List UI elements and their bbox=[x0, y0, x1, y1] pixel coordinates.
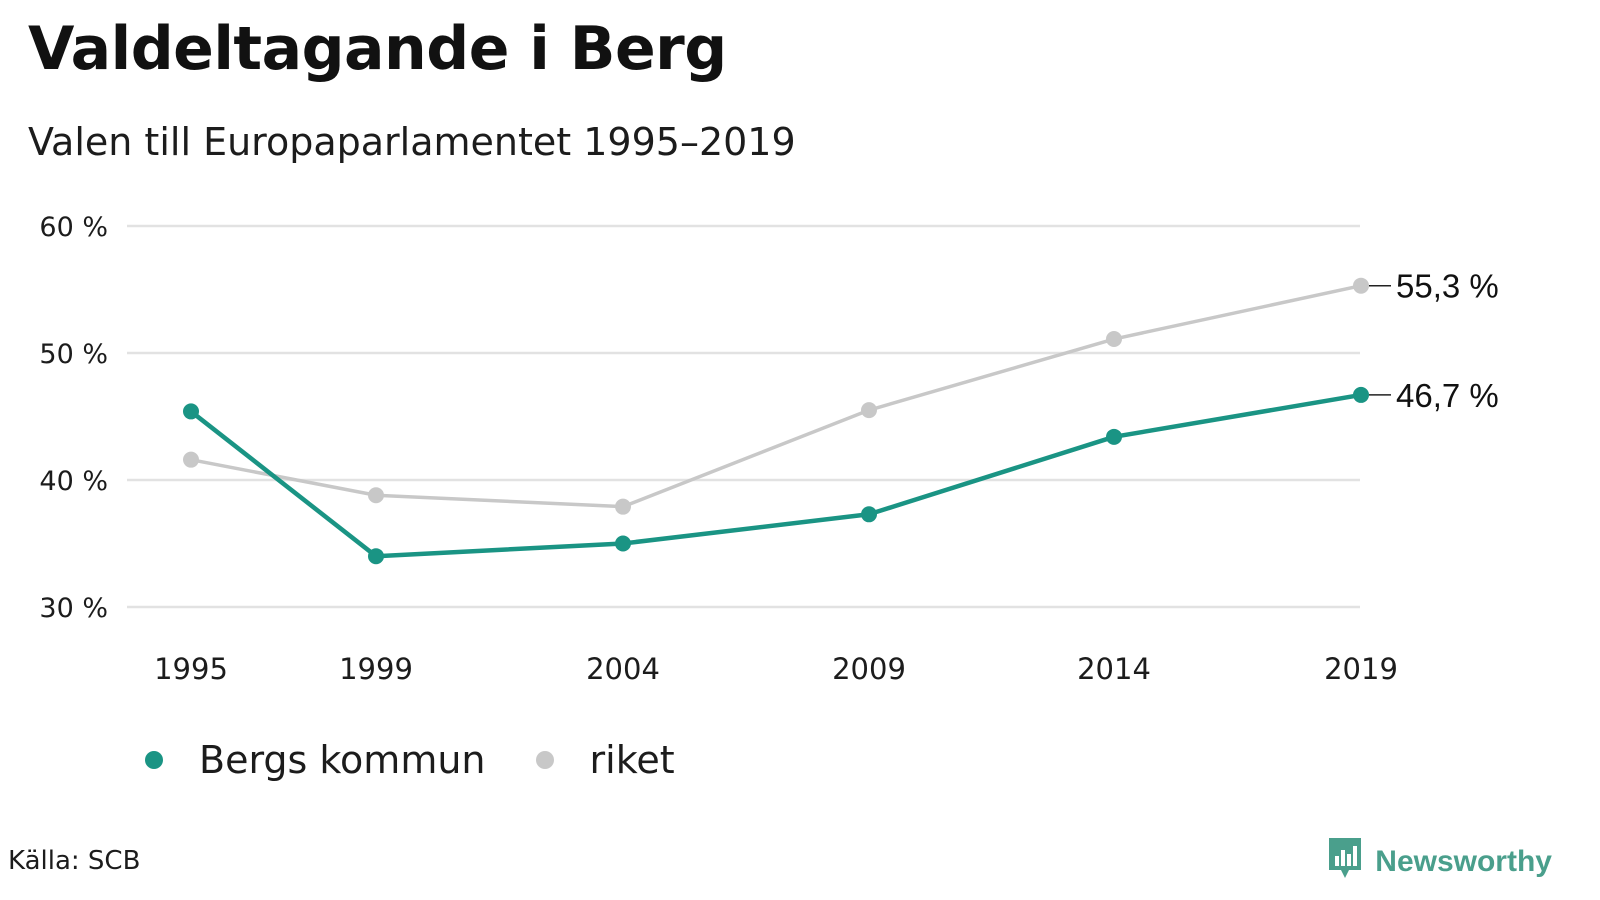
legend-dot-riket bbox=[535, 751, 554, 769]
brand-logo: Newsworthy bbox=[1327, 836, 1552, 888]
data-point-bergs-kommun bbox=[1353, 386, 1369, 403]
y-tick-label: 60 % bbox=[39, 212, 108, 243]
series-line-bergs-kommun bbox=[189, 392, 1362, 559]
bar-chart-badge-icon bbox=[1327, 836, 1363, 888]
data-point-riket bbox=[861, 402, 877, 419]
x-tick-label: 2009 bbox=[832, 652, 906, 686]
source-note: Källa: SCB bbox=[8, 846, 141, 876]
brand-name: Newsworthy bbox=[1375, 845, 1552, 878]
legend-label-riket: riket bbox=[589, 738, 675, 782]
legend-item-bergs-kommun: Bergs kommun bbox=[145, 738, 486, 782]
data-point-riket bbox=[1106, 331, 1122, 348]
data-point-bergs-kommun bbox=[368, 548, 384, 565]
x-tick-label: 2004 bbox=[586, 652, 660, 686]
data-point-riket bbox=[615, 498, 631, 515]
data-point-bergs-kommun bbox=[615, 535, 631, 552]
y-tick-label: 30 % bbox=[39, 593, 108, 624]
legend: Bergs kommun riket bbox=[145, 738, 725, 782]
data-point-bergs-kommun bbox=[183, 403, 199, 420]
legend-item-riket: riket bbox=[535, 738, 675, 782]
data-point-riket bbox=[1353, 277, 1369, 294]
y-tick-label: 50 % bbox=[39, 339, 108, 370]
x-tick-label: 2019 bbox=[1324, 652, 1398, 686]
data-point-riket bbox=[368, 487, 384, 504]
data-point-bergs-kommun bbox=[861, 506, 877, 523]
series-line-riket bbox=[190, 283, 1362, 509]
end-label-riket: 55,3 % bbox=[1396, 268, 1499, 305]
data-point-riket bbox=[183, 451, 199, 468]
y-tick-label: 40 % bbox=[39, 466, 108, 497]
data-point-bergs-kommun bbox=[1106, 428, 1122, 445]
chart-subtitle: Valen till Europaparlamentet 1995–2019 bbox=[28, 120, 796, 164]
legend-dot-bergs-kommun bbox=[145, 751, 163, 769]
x-tick-label: 1995 bbox=[154, 652, 228, 686]
line-chart: 30 % 40 % 50 % 60 % 1995 1999 2004 2009 2014 2019… bbox=[39, 212, 1499, 686]
x-tick-label: 1999 bbox=[339, 652, 413, 686]
legend-label-bergs-kommun: Bergs kommun bbox=[199, 738, 486, 782]
end-label-bergs-kommun: 46,7 % bbox=[1396, 377, 1499, 414]
x-tick-label: 2014 bbox=[1077, 652, 1151, 686]
chart-title: Valdeltagande i Berg bbox=[28, 14, 727, 84]
